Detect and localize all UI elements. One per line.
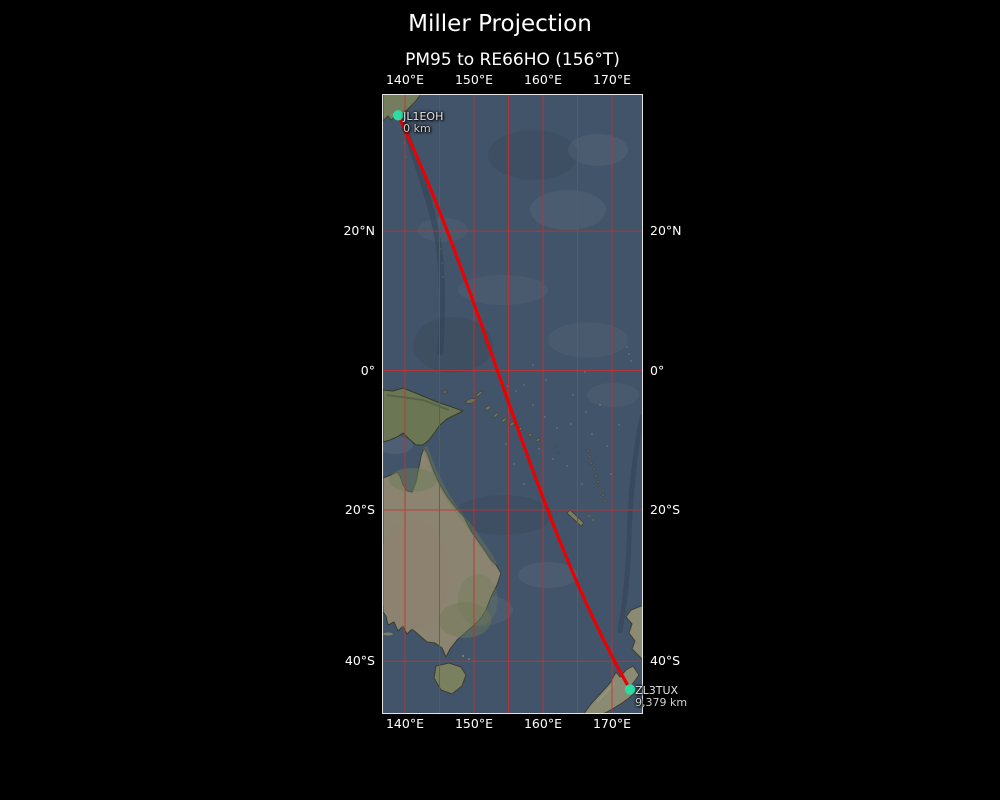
y-tick-label-left: 20°N [343,223,375,239]
y-tick-label-left: 40°S [344,653,375,669]
route-subtitle: PM95 to RE66HO (156°T) [405,50,620,70]
map-frame [382,94,643,714]
tasmania-island [383,632,470,695]
plot-title: Miller Projection [408,11,592,37]
x-tick-label-bottom: 160°E [523,716,562,731]
y-tick-label-left: 0° [360,362,375,378]
y-tick-label-right: 20°S [650,501,681,517]
end-callsign: ZL3TUX [635,684,679,698]
x-tick-label-bottom: 150°E [454,716,493,731]
end-distance: 9,379 km [635,696,688,710]
australia-terrain-shading [383,446,498,638]
x-tick-label-bottom: 140°E [385,716,424,731]
new-guinea-ridge [386,394,450,411]
x-tick-label-top: 150°E [454,72,493,87]
route-end-marker [624,684,636,695]
y-tick-label-right: 40°S [650,653,681,669]
y-tick-label-left: 20°S [344,501,375,517]
route-start-marker [392,110,404,121]
graticule-lines [383,95,642,713]
bismarck-solomon-islands [442,390,541,442]
x-tick-label-bottom: 170°E [592,716,631,731]
y-tick-label-right: 20°N [650,223,682,239]
x-tick-label-top: 140°E [385,72,424,87]
ocean-speckles [499,346,632,485]
start-callsign: JL1EOH [403,110,444,124]
x-tick-label-top: 170°E [592,72,631,87]
new-caledonia-island [566,509,594,527]
trench-shading [400,118,642,634]
vanuatu-islands [553,445,607,503]
end-point-label: ZL3TUX 9,379 km [635,685,687,709]
route-line [396,113,632,692]
y-tick-label-right: 0° [650,362,665,378]
start-distance: 0 km [403,122,431,136]
x-tick-label-top: 160°E [523,72,562,87]
start-point-label: JL1EOH 0 km [403,111,443,135]
map-canvas [383,95,642,713]
new-zealand-north-island [625,605,642,660]
